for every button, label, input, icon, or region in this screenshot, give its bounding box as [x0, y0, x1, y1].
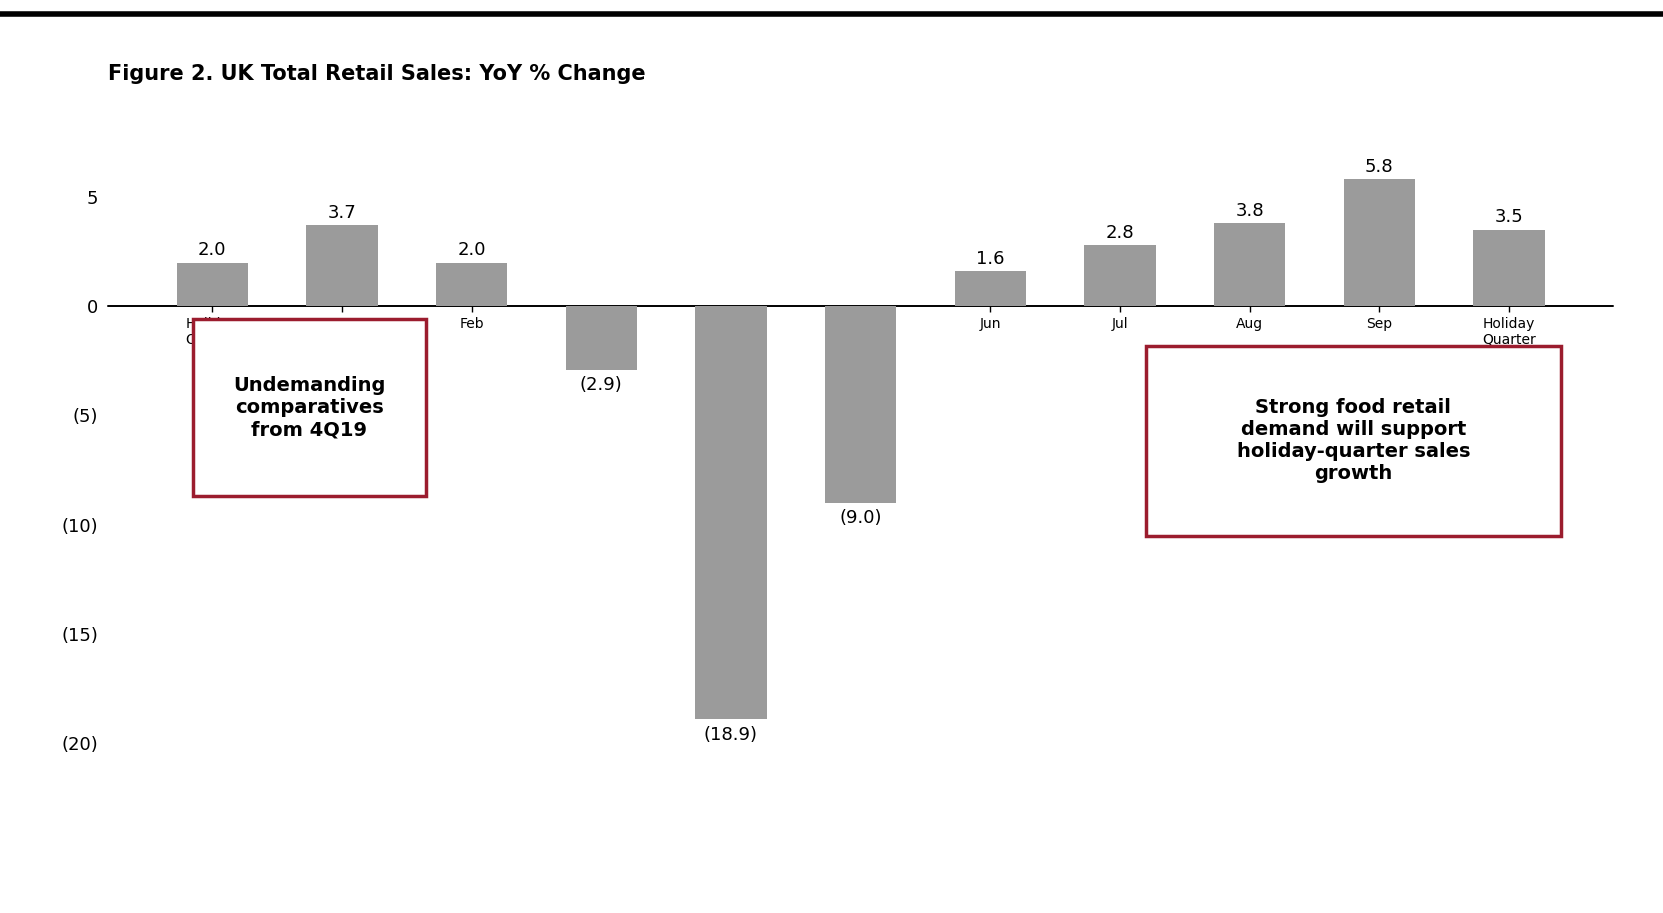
Text: (9.0): (9.0): [840, 509, 881, 528]
Text: 2.8: 2.8: [1106, 224, 1134, 242]
Bar: [436, 263, 507, 306]
Text: 5.8: 5.8: [1365, 158, 1394, 176]
FancyBboxPatch shape: [193, 320, 426, 497]
Text: Strong food retail
demand will support
holiday-quarter sales
growth: Strong food retail demand will support h…: [1237, 398, 1470, 483]
Bar: [695, 306, 767, 719]
Bar: [1214, 223, 1285, 306]
Text: 2.0: 2.0: [457, 241, 486, 259]
Text: Undemanding
comparatives
from 4Q19: Undemanding comparatives from 4Q19: [233, 376, 386, 439]
Bar: [1084, 245, 1156, 306]
Text: (2.9): (2.9): [580, 376, 622, 394]
Bar: [306, 226, 378, 306]
Bar: [1473, 230, 1545, 306]
Text: 3.7: 3.7: [328, 205, 356, 222]
Text: (18.9): (18.9): [703, 726, 758, 744]
Text: 3.5: 3.5: [1495, 208, 1523, 226]
Text: Figure 2. UK Total Retail Sales: YoY % Change: Figure 2. UK Total Retail Sales: YoY % C…: [108, 64, 645, 84]
FancyBboxPatch shape: [1146, 345, 1562, 536]
Bar: [1344, 180, 1415, 306]
Bar: [825, 306, 896, 503]
Text: 2.0: 2.0: [198, 241, 226, 259]
Text: 3.8: 3.8: [1236, 202, 1264, 220]
Text: 1.6: 1.6: [976, 250, 1004, 268]
Bar: [176, 263, 248, 306]
Bar: [955, 271, 1026, 306]
Bar: [565, 306, 637, 370]
